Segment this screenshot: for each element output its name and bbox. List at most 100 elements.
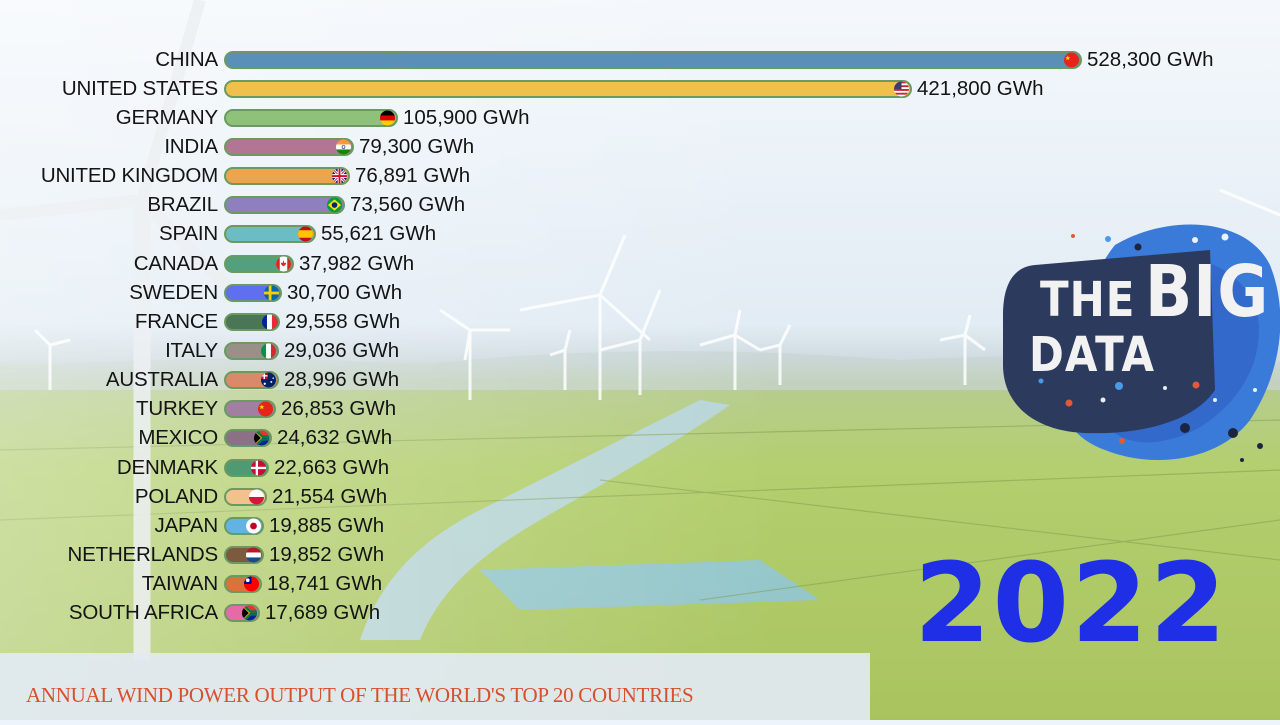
bar-row: TAIWAN 18,741 GWh bbox=[0, 570, 382, 599]
bar-row: NETHERLANDS 19,852 GWh bbox=[0, 541, 385, 570]
value-label: 19,885 GWh bbox=[269, 513, 385, 537]
the-big-data-logo: THE BIG DATA bbox=[995, 205, 1280, 470]
country-label: TURKEY bbox=[136, 397, 218, 421]
flag-uk-icon bbox=[332, 168, 347, 184]
value-label: 26,853 GWh bbox=[281, 397, 397, 421]
country-label: AUSTRALIA bbox=[105, 368, 218, 392]
country-label: FRANCE bbox=[134, 309, 218, 333]
value-label: 18,741 GWh bbox=[267, 572, 383, 596]
bar-row: INDIA 79,300 GWh bbox=[0, 132, 474, 161]
flag-china-icon bbox=[258, 401, 273, 417]
value-label: 79,300 GWh bbox=[359, 134, 475, 158]
bar-row: FRANCE 29,558 GWh bbox=[0, 307, 400, 336]
footer-banner: ANNUAL WIND POWER OUTPUT OF THE WORLD'S … bbox=[0, 653, 870, 720]
country-label: GERMANY bbox=[115, 105, 218, 129]
bar bbox=[224, 283, 282, 302]
bar-row: UNITED KINGDOM 76,891 GWh bbox=[0, 162, 470, 191]
flag-france-icon bbox=[262, 314, 277, 330]
country-label: TAIWAN bbox=[141, 572, 218, 596]
bar bbox=[224, 546, 264, 565]
bar bbox=[224, 254, 294, 273]
bar-chart-race: CHINA 528,300 GWh UNITED STATES 421,800 GWh… bbox=[0, 45, 1214, 628]
bar bbox=[224, 604, 260, 623]
bar-row: UNITED STATES 421,800 GWh bbox=[0, 74, 1044, 103]
value-label: 73,560 GWh bbox=[350, 193, 466, 217]
bar bbox=[224, 196, 345, 215]
country-label: ITALY bbox=[165, 339, 218, 362]
flag-italy-icon bbox=[261, 343, 276, 359]
country-label: BRAZIL bbox=[147, 193, 218, 217]
value-label: 55,621 GWh bbox=[321, 222, 437, 246]
value-label: 76,891 GWh bbox=[355, 164, 471, 188]
country-label: SWEDEN bbox=[129, 280, 218, 304]
bar-row: CHINA 528,300 GWh bbox=[0, 45, 1214, 74]
bar bbox=[224, 167, 350, 186]
flag-germany-icon bbox=[380, 110, 395, 126]
bar bbox=[224, 225, 316, 244]
bar-row: MEXICO 24,632 GWh bbox=[0, 424, 392, 453]
value-label: 37,982 GWh bbox=[299, 251, 415, 275]
value-label: 29,036 GWh bbox=[284, 339, 400, 362]
bar bbox=[224, 575, 262, 594]
flag-spain-icon bbox=[298, 226, 313, 242]
bar bbox=[224, 371, 279, 390]
country-label: UNITED STATES bbox=[61, 76, 218, 100]
logo-text-the: THE bbox=[1040, 271, 1136, 328]
value-label: 29,558 GWh bbox=[285, 309, 401, 333]
bar bbox=[224, 429, 272, 448]
bar-row: DENMARK 22,663 GWh bbox=[0, 453, 389, 482]
country-label: JAPAN bbox=[154, 513, 218, 537]
bar-row: SOUTH AFRICA 17,689 GWh bbox=[0, 599, 380, 628]
bar bbox=[224, 108, 398, 127]
bar bbox=[224, 516, 264, 535]
flag-denmark-icon bbox=[251, 460, 266, 476]
logo-text-big: BIG bbox=[1145, 249, 1270, 334]
bar-row: BRAZIL 73,560 GWh bbox=[0, 191, 465, 220]
bar-row: CANADA 37,982 GWh bbox=[0, 249, 414, 278]
bar bbox=[224, 458, 269, 477]
value-label: 105,900 GWh bbox=[403, 105, 530, 129]
bar bbox=[224, 312, 280, 331]
country-label: SOUTH AFRICA bbox=[68, 601, 218, 625]
bar bbox=[224, 400, 276, 419]
flag-south-africa-icon bbox=[254, 430, 269, 446]
bar-row: AUSTRALIA 28,996 GWh bbox=[0, 366, 399, 395]
flag-south-africa-icon bbox=[242, 605, 257, 621]
country-label: CHINA bbox=[155, 47, 218, 71]
value-label: 21,554 GWh bbox=[272, 484, 388, 508]
flag-poland-icon bbox=[249, 489, 264, 505]
flag-australia-icon bbox=[261, 372, 276, 388]
year-label: 2022 bbox=[914, 539, 1229, 667]
flag-china-icon bbox=[1064, 52, 1079, 67]
country-label: UNITED KINGDOM bbox=[40, 164, 218, 188]
flag-netherlands-icon bbox=[246, 547, 261, 563]
logo-text-data: DATA bbox=[1029, 326, 1156, 383]
bar-row: JAPAN 19,885 GWh bbox=[0, 511, 384, 540]
logo-blob-icon bbox=[1003, 224, 1280, 462]
flag-usa-icon bbox=[894, 81, 909, 97]
bar bbox=[224, 50, 1082, 69]
country-label: NETHERLANDS bbox=[67, 543, 219, 567]
bar-row: TURKEY 26,853 GWh bbox=[0, 395, 396, 424]
bar bbox=[224, 487, 267, 506]
flag-sweden-icon bbox=[264, 285, 279, 301]
chart-title: ANNUAL WIND POWER OUTPUT OF THE WORLD'S … bbox=[26, 683, 694, 707]
bar-row: GERMANY 105,900 GWh bbox=[0, 103, 530, 132]
flag-brazil-icon bbox=[327, 197, 342, 213]
flag-japan-icon bbox=[246, 518, 261, 534]
value-label: 24,632 GWh bbox=[277, 426, 393, 450]
bar bbox=[224, 137, 354, 156]
bar-row: ITALY 29,036 GWh bbox=[0, 337, 399, 366]
value-label: 30,700 GWh bbox=[287, 280, 403, 304]
value-label: 528,300 GWh bbox=[1087, 47, 1214, 71]
country-label: MEXICO bbox=[138, 426, 218, 450]
country-label: DENMARK bbox=[116, 455, 218, 479]
bar bbox=[224, 79, 912, 98]
value-label: 421,800 GWh bbox=[917, 76, 1044, 100]
country-label: CANADA bbox=[133, 251, 218, 275]
value-label: 19,852 GWh bbox=[269, 543, 385, 567]
value-label: 22,663 GWh bbox=[274, 455, 390, 479]
value-label: 17,689 GWh bbox=[265, 601, 381, 625]
flag-canada-icon bbox=[276, 256, 291, 272]
flag-india-icon bbox=[336, 139, 351, 155]
